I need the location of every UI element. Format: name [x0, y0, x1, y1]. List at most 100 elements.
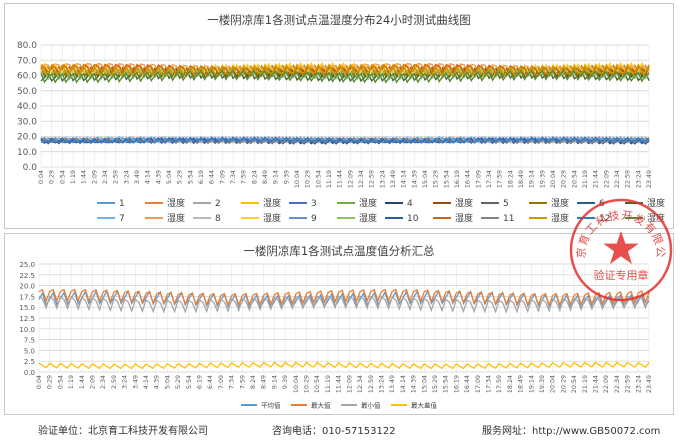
chart1-ytick-label: 30.0 — [17, 117, 37, 127]
chart1-xtick-label: 2:59 — [113, 170, 120, 184]
chart1-xtick-label: 21:19 — [582, 170, 589, 188]
chart1-ytick-label: 80.0 — [17, 41, 37, 51]
chart1-legend-label: 湿度 — [455, 197, 473, 209]
chart2-ytick-label: 7.5 — [24, 337, 35, 345]
chart1-xtick-label: 23:49 — [646, 170, 653, 188]
chart1-ytick-label: 0.0 — [23, 163, 38, 173]
chart1-xtick-label: 3:49 — [134, 170, 141, 184]
chart2-xtick-label: 3:49 — [132, 375, 139, 389]
chart2-xtick-label: 2:09 — [90, 375, 97, 389]
chart1-xtick-label: 7:09 — [219, 170, 226, 184]
chart1-legend-label: 湿度 — [647, 197, 665, 209]
footer: 验证单位：北京育工科技开发有限公司 咨询电话：010-57153122 服务网址… — [0, 420, 680, 440]
chart1-legend-label: 9 — [311, 214, 317, 224]
chart2-xtick-label: 1:44 — [79, 375, 86, 389]
chart1-xtick-label: 1:19 — [70, 170, 77, 184]
chart2-xtick-label: 11:44 — [336, 375, 343, 393]
chart2-xtick-label: 21:44 — [592, 375, 599, 393]
chart1-xtick-label: 12:34 — [358, 170, 365, 188]
chart1-xtick-label: 6:44 — [209, 170, 216, 184]
chart1-legend-label: 10 — [407, 214, 419, 224]
chart1-xtick-label: 2:34 — [102, 170, 109, 184]
chart1-series-line-23 — [40, 136, 650, 144]
chart1-xtick-label: 9:14 — [273, 170, 280, 184]
chart1-xtick-label: 10:29 — [305, 170, 312, 188]
chart2-xtick-label: 22:59 — [625, 375, 632, 393]
chart2-xtick-label: 12:34 — [357, 375, 364, 393]
chart2-title: 一楼阴凉库1各测试点温度值分析汇总 — [243, 244, 435, 258]
chart2-xtick-label: 7:59 — [239, 375, 246, 389]
chart1-xtick-label: 15:29 — [433, 170, 440, 188]
chart2-ytick-label: 12.5 — [19, 315, 35, 323]
chart2-svg: 0.0 2.5 5.0 7.5 10.0 12.5 15.0 17.5 20.0 22.5 25.0… — [19, 261, 653, 409]
chart1-legend-label: 湿度 — [455, 212, 473, 224]
chart1-xtick-label: 20:29 — [561, 170, 568, 188]
chart2-legend-label: 平均值 — [261, 400, 281, 409]
chart2-xtick-label: 14:39 — [411, 375, 418, 393]
chart1-series-line-22 — [40, 63, 650, 77]
chart2-xtick-label: 5:29 — [175, 375, 182, 389]
chart1-xtick-label: 20:54 — [571, 170, 578, 188]
chart2-xtick-label: 23:49 — [646, 375, 653, 393]
chart2-xtick-label: 15:04 — [421, 375, 428, 393]
chart1-xtick-label: 4:39 — [155, 170, 162, 184]
chart2-xtick-label: 0:54 — [57, 375, 64, 389]
chart2-xtick-label: 9:14 — [271, 375, 278, 389]
chart1-title: 一楼阴凉库1各测试点温湿度分布24小时测试曲线图 — [207, 13, 471, 27]
chart2-xtick-label: 13:49 — [389, 375, 396, 393]
chart2-xtick-label: 6:19 — [197, 375, 204, 389]
chart2-xtick-label: 15:54 — [443, 375, 450, 393]
chart1-xtick-label: 13:49 — [390, 170, 397, 188]
chart2-xtick-label: 23:24 — [635, 375, 642, 393]
chart1-xtick-label: 5:04 — [166, 170, 173, 184]
chart2-xtick-label: 5:54 — [186, 375, 193, 389]
chart1-xtick-label: 6:19 — [198, 170, 205, 184]
chart2-xtick-label: 0:04 — [36, 375, 43, 389]
chart2-xtick-label: 8:49 — [261, 375, 268, 389]
chart2-xtick-label: 7:34 — [229, 375, 236, 389]
chart1-series-line-20 — [40, 63, 650, 78]
chart1-xtick-label: 10:54 — [315, 170, 322, 188]
chart1-xtick-label: 16:44 — [465, 170, 472, 188]
chart2-xtick-label: 4:14 — [143, 375, 150, 389]
chart1-legend-label: 8 — [215, 214, 221, 224]
chart2-xtick-label: 5:04 — [164, 375, 171, 389]
chart2-xtick-label: 20:29 — [560, 375, 567, 393]
chart2-xtick-label: 10:04 — [293, 375, 300, 393]
chart2-xtick-label: 4:39 — [154, 375, 161, 389]
chart1-xtick-label: 11:19 — [326, 170, 333, 188]
chart1-xtick-label: 17:09 — [475, 170, 482, 188]
chart1-ytick-label: 20.0 — [17, 133, 37, 143]
chart2-xtick-label: 3:24 — [122, 375, 129, 389]
chart1-ytick-label: 60.0 — [17, 72, 37, 82]
chart1-xtick-label: 20:04 — [550, 170, 557, 188]
chart1-ytick-label: 70.0 — [17, 56, 37, 66]
chart2-xtick-label: 22:09 — [603, 375, 610, 393]
chart1-svg: 0.0 10.0 20.0 30.0 40.0 50.0 60.0 70.0 80.0 0:04 0… — [17, 41, 665, 224]
chart2-legend-label: 最大差值 — [411, 400, 438, 409]
chart2-xtick-label: 0:29 — [47, 375, 54, 389]
chart1-legend-label: 湿度 — [167, 197, 185, 209]
chart2-xtick-label: 6:44 — [207, 375, 214, 389]
chart1-legend-label: 湿度 — [263, 212, 281, 224]
chart1-xtick-label: 17:34 — [486, 170, 493, 188]
humidity-temperature-chart-panel: 一楼阴凉库1各测试点温湿度分布24小时测试曲线图 0.0 10.0 20.0 30.0… — [4, 3, 674, 229]
chart1-xtick-label: 7:59 — [241, 170, 248, 184]
chart1-legend-label: 湿度 — [359, 212, 377, 224]
chart1-legend-label: 湿度 — [551, 197, 569, 209]
chart1-xtick-label: 0:04 — [38, 170, 45, 184]
chart1-xtick-label: 15:54 — [443, 170, 450, 188]
chart2-series-line-2 — [38, 288, 650, 307]
verification-seal: 北京育工科技开发有限公司 验证专用章 — [566, 195, 673, 302]
chart1-xtick-label: 18:24 — [507, 170, 514, 188]
chart2-xtick-label: 15:29 — [432, 375, 439, 393]
chart1-legend-label: 湿度 — [263, 197, 281, 209]
chart1-legend-label: 2 — [215, 199, 221, 209]
chart2-xtick-label: 10:29 — [304, 375, 311, 393]
chart2-xtick-label: 17:59 — [496, 375, 503, 393]
chart1-xtick-label: 9:39 — [283, 170, 290, 184]
chart1-xtick-label: 5:54 — [187, 170, 194, 184]
chart2-xtick-label: 22:34 — [614, 375, 621, 393]
chart1-legend-label: 湿度 — [359, 197, 377, 209]
chart1-xtick-label: 19:14 — [529, 170, 536, 188]
